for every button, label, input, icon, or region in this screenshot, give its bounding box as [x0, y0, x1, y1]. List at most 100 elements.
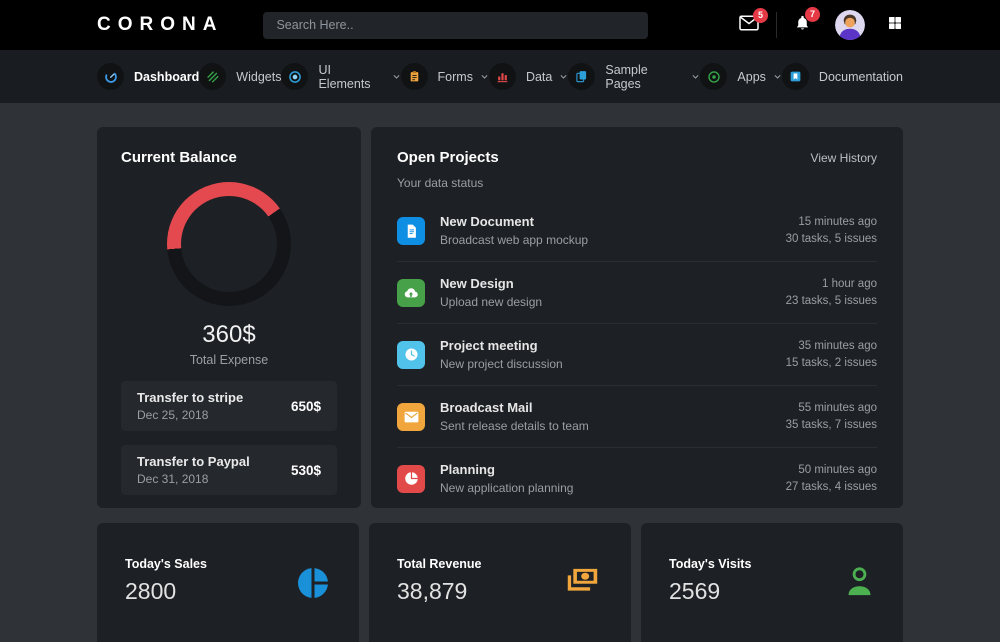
project-time: 15 minutes ago [786, 216, 877, 228]
chevron-down-icon [691, 72, 700, 81]
envelope-icon [397, 403, 425, 431]
clock-icon [397, 341, 425, 369]
project-time: 1 hour ago [786, 278, 877, 290]
grid-icon [887, 15, 903, 36]
stat-value: 2800 [125, 578, 207, 605]
stat-value: 2569 [669, 578, 751, 605]
project-subtitle: New application planning [440, 481, 573, 495]
nav-item-apps[interactable]: Apps [700, 63, 782, 90]
cloud-upload-icon [397, 279, 425, 307]
forms-icon [401, 63, 428, 90]
apps-grid-button[interactable] [887, 15, 903, 36]
expense-donut-chart [167, 182, 291, 306]
messages-button[interactable]: 5 [739, 15, 759, 36]
gauge-icon [97, 63, 124, 90]
nav-item-label: Sample Pages [605, 63, 684, 91]
pages-icon [568, 63, 595, 90]
notifications-button[interactable]: 7 [794, 14, 811, 37]
transfer-title: Transfer to Paypal [137, 454, 250, 469]
project-tasks-issues: 27 tasks, 4 issues [786, 481, 877, 493]
project-tasks-issues: 15 tasks, 2 issues [786, 357, 877, 369]
balance-caption: Total Expense [121, 353, 337, 367]
chevron-down-icon [559, 72, 568, 81]
stat-card-today-s-sales: Today's Sales 2800 [97, 523, 359, 642]
view-history-link[interactable]: View History [811, 151, 877, 165]
stat-card-today-s-visits: Today's Visits2569 [641, 523, 903, 642]
search-input[interactable] [263, 12, 648, 39]
project-title: New Document [440, 214, 588, 229]
nav-item-label: Data [526, 70, 552, 84]
pie-chart-icon [397, 465, 425, 493]
project-subtitle: Sent release details to team [440, 419, 589, 433]
bar-chart-icon [489, 63, 516, 90]
chevron-down-icon [773, 72, 782, 81]
cash-icon [563, 565, 603, 596]
transfer-date: Dec 31, 2018 [137, 472, 250, 486]
project-subtitle: Upload new design [440, 295, 542, 309]
chevron-down-icon [480, 72, 489, 81]
project-title: Planning [440, 462, 573, 477]
nav-item-label: Documentation [819, 70, 903, 84]
project-title: Broadcast Mail [440, 400, 589, 415]
ui-elements-icon [281, 63, 308, 90]
transfer-title: Transfer to stripe [137, 390, 243, 405]
nav-item-label: Widgets [236, 70, 281, 84]
apps-icon [700, 63, 727, 90]
project-time: 55 minutes ago [786, 402, 877, 414]
nav-item-data[interactable]: Data [489, 63, 568, 90]
nav-item-label: Forms [438, 70, 473, 84]
project-subtitle: Broadcast web app mockup [440, 233, 588, 247]
project-row-planning: Planning New application planning 50 minut… [397, 447, 877, 509]
project-title: Project meeting [440, 338, 563, 353]
projects-card-title: Open Projects [397, 149, 499, 166]
nav-item-sample-pages[interactable]: Sample Pages [568, 63, 700, 91]
stat-label: Today's Sales [125, 557, 207, 571]
chevron-down-icon [392, 72, 401, 81]
top-header: CORONA 5 7 [0, 0, 1000, 50]
nav-item-ui-elements[interactable]: UI Elements [281, 63, 400, 91]
project-tasks-issues: 30 tasks, 5 issues [786, 233, 877, 245]
project-row-new-document: New Document Broadcast web app mockup 15 m… [397, 200, 877, 261]
transfer-amount: 650$ [291, 399, 321, 414]
nav-item-forms[interactable]: Forms [401, 63, 489, 90]
stat-value: 38,879 [397, 578, 482, 605]
project-tasks-issues: 35 tasks, 7 issues [786, 419, 877, 431]
open-projects-card: Open Projects View History Your data sta… [371, 127, 903, 508]
nav-item-widgets[interactable]: Widgets [199, 63, 281, 90]
header-divider [776, 12, 777, 38]
project-row-project-meeting: Project meeting New project discussion 35 … [397, 323, 877, 385]
nav-item-documentation[interactable]: Documentation [782, 63, 903, 90]
main-navbar: Dashboard Widgets UI Elements Forms Data Samp… [0, 50, 1000, 103]
transfer-amount: 530$ [291, 463, 321, 478]
nav-item-dashboard[interactable]: Dashboard [97, 63, 199, 90]
messages-badge: 5 [753, 8, 768, 23]
balance-card-title: Current Balance [121, 149, 337, 166]
pie-chart-icon [295, 565, 331, 601]
user-avatar[interactable] [835, 10, 865, 40]
balance-amount: 360$ [121, 321, 337, 349]
notifications-badge: 7 [805, 7, 820, 22]
nav-item-label: Dashboard [134, 70, 199, 84]
current-balance-card: Current Balance 360$ Total Expense Trans… [97, 127, 361, 508]
nav-item-label: UI Elements [318, 63, 384, 91]
transfer-row: Transfer to Paypal Dec 31, 2018 530$ [121, 445, 337, 495]
widgets-icon [199, 63, 226, 90]
project-time: 50 minutes ago [786, 464, 877, 476]
stat-label: Total Revenue [397, 557, 482, 571]
transfer-date: Dec 25, 2018 [137, 408, 243, 422]
project-title: New Design [440, 276, 542, 291]
person-icon [844, 565, 875, 599]
brand-logo[interactable]: CORONA [97, 14, 223, 36]
project-row-new-design: New Design Upload new design 1 hour ago 23 … [397, 261, 877, 323]
stat-card-total-revenue: Total Revenue 38,879 [369, 523, 631, 642]
project-time: 35 minutes ago [786, 340, 877, 352]
projects-subtitle: Your data status [397, 176, 877, 190]
transfer-row: Transfer to stripe Dec 25, 2018 650$ [121, 381, 337, 431]
main-content: Current Balance 360$ Total Expense Trans… [0, 103, 1000, 642]
project-row-broadcast-mail: Broadcast Mail Sent release details to te… [397, 385, 877, 447]
nav-item-label: Apps [737, 70, 766, 84]
documentation-icon [782, 63, 809, 90]
project-tasks-issues: 23 tasks, 5 issues [786, 295, 877, 307]
project-subtitle: New project discussion [440, 357, 563, 371]
document-icon [397, 217, 425, 245]
